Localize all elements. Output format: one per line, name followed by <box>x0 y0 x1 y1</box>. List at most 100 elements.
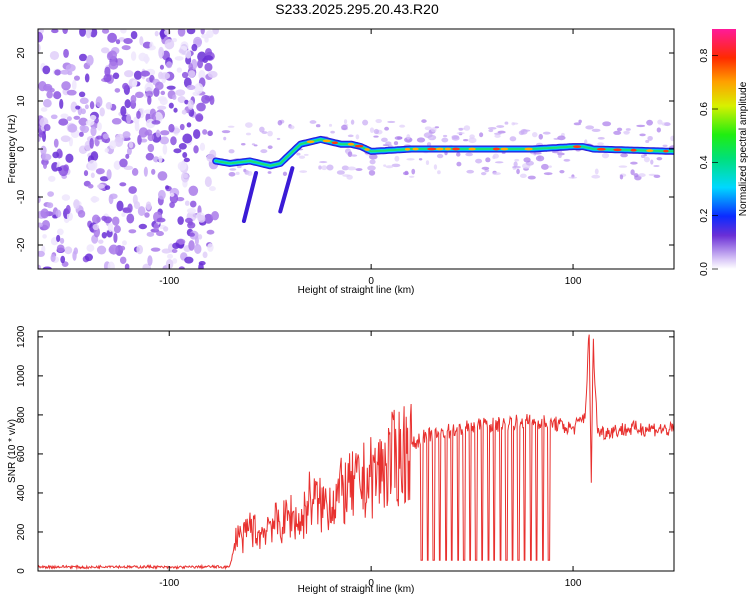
heatmap-peak <box>630 148 637 152</box>
heatmap-noise-blob <box>157 105 167 110</box>
heatmap-noise-blob <box>175 89 186 97</box>
heatmap-noise-blob <box>99 107 105 117</box>
heatmap-noise-blob <box>89 101 95 110</box>
heatmap-noise-blob <box>38 195 41 204</box>
heatmap-noise-blob <box>61 194 71 201</box>
heatmap-speckle <box>485 157 491 163</box>
heatmap-noise-blob <box>202 129 208 135</box>
heatmap-speckle <box>568 176 578 179</box>
heatmap-noise-blob <box>158 46 165 58</box>
heatmap-peak <box>444 147 452 151</box>
heatmap-noise-blob <box>207 130 213 137</box>
heatmap-speckle <box>240 143 246 146</box>
heatmap-speckle <box>481 166 490 170</box>
heatmap-noise-blob <box>101 231 107 239</box>
heatmap-noise-blob <box>113 225 121 234</box>
snr-xtick-label: 0 <box>368 578 374 589</box>
heatmap-noise-blob <box>46 90 53 99</box>
spectrogram-ylabel: Frequency (Hz) <box>7 115 18 184</box>
heatmap-noise-blob <box>105 102 113 110</box>
heatmap-speckle <box>309 120 317 124</box>
heatmap-noise-blob <box>168 102 174 109</box>
heatmap-noise-blob <box>111 216 120 226</box>
colorbar-gradient <box>712 29 736 269</box>
heatmap-peak <box>354 144 364 148</box>
heatmap-noise-blob <box>77 209 86 218</box>
heatmap-noise-blob <box>126 213 135 224</box>
heatmap-noise-blob <box>204 176 212 188</box>
heatmap-noise-blob <box>51 29 59 34</box>
heatmap-speckle <box>421 119 427 123</box>
heatmap-speckle <box>639 133 646 137</box>
heatmap-speckle <box>514 158 520 162</box>
heatmap-noise-blob <box>73 75 81 81</box>
heatmap-speckle <box>406 158 415 161</box>
heatmap-noise-blob <box>85 119 95 126</box>
heatmap-noise-blob <box>139 138 148 143</box>
heatmap-noise-blob <box>80 108 86 115</box>
snr-xtick-label: -100 <box>159 578 179 589</box>
colorbar-ticks: 0.0 0.2 0.4 0.6 0.8 <box>699 48 718 276</box>
heatmap-noise-blob <box>202 251 208 259</box>
heatmap-noise-blob <box>186 29 196 35</box>
heatmap-speckle <box>648 173 656 176</box>
heatmap-speckle <box>451 135 460 140</box>
heatmap-speckle <box>277 120 283 126</box>
heatmap-noise-blob <box>119 158 128 168</box>
heatmap-noise-blob <box>156 217 166 223</box>
heatmap-noise-blob <box>157 96 167 102</box>
heatmap-noise-blob <box>174 56 184 61</box>
heatmap-noise-blob <box>128 141 134 149</box>
heatmap-noise-blob <box>122 207 129 212</box>
heatmap-speckle <box>492 172 501 176</box>
heatmap-noise-blob <box>194 83 204 94</box>
heatmap-noise-blob <box>199 142 206 152</box>
snr-ytick-label: 200 <box>16 523 27 540</box>
heatmap-noise-blob <box>184 200 190 206</box>
heatmap-noise-blob <box>104 185 111 190</box>
heatmap-peak <box>646 149 654 153</box>
heatmap-peak <box>364 148 370 151</box>
heatmap-noise-blob <box>168 123 175 133</box>
heatmap-speckle <box>456 132 465 135</box>
heatmap-noise-blob <box>89 114 97 121</box>
heatmap-noise-blob <box>155 81 164 90</box>
heatmap-noise-blob <box>126 147 132 156</box>
heatmap-noise-blob <box>65 64 76 72</box>
heatmap-speckle <box>573 122 582 126</box>
heatmap-speckle <box>318 165 322 170</box>
heatmap-noise-blob <box>41 153 52 161</box>
heatmap-noise-blob <box>116 200 124 212</box>
heatmap-noise-blob <box>207 70 218 78</box>
snr-ytick-label: 400 <box>16 484 27 501</box>
heatmap-noise-blob <box>144 53 149 64</box>
heatmap-noise-blob <box>90 126 97 137</box>
heatmap-noise-blob <box>173 107 178 113</box>
heatmap-noise-blob <box>107 32 117 43</box>
heatmap-noise-blob <box>38 43 41 53</box>
heatmap-speckle <box>475 158 483 164</box>
heatmap-speckle <box>619 174 624 180</box>
heatmap-noise-blob <box>147 255 153 266</box>
heatmap-noise-blob <box>126 113 132 124</box>
heatmap-noise-blob <box>73 247 79 255</box>
heatmap-noise-blob <box>172 258 178 264</box>
heatmap-peak <box>412 147 419 151</box>
spectrogram-xtick-label: -100 <box>159 276 179 287</box>
colorbar: 0.0 0.2 0.4 0.6 0.8 Normalized spectral ampl… <box>699 29 749 276</box>
heatmap-noise-blob <box>150 247 161 252</box>
heatmap-noise-blob <box>185 217 193 224</box>
heatmap-noise-blob <box>182 173 189 179</box>
heatmap-speckle <box>563 158 571 162</box>
heatmap-noise-blob <box>204 55 213 61</box>
heatmap-noise-blob <box>160 90 166 96</box>
heatmap-noise-blob <box>171 248 178 253</box>
heatmap-speckle <box>261 131 268 134</box>
heatmap-speckle <box>559 169 565 174</box>
heatmap-noise-blob <box>176 67 183 73</box>
heatmap-peak <box>468 147 476 151</box>
heatmap-noise-blob <box>178 48 184 54</box>
heatmap-speckle <box>434 126 440 129</box>
